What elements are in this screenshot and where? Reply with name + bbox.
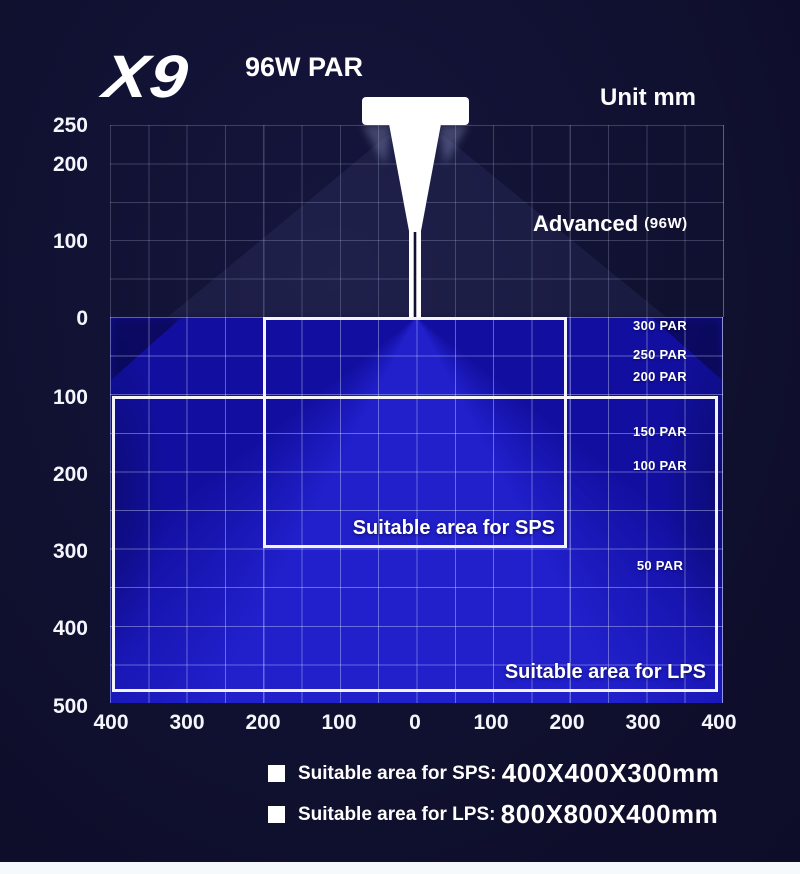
par-level-label: 150 PAR bbox=[633, 424, 687, 440]
y-tick-label: 250 bbox=[52, 114, 88, 138]
y-tick-label: 0 bbox=[76, 307, 88, 330]
x-tick-label: 400 bbox=[701, 711, 737, 734]
x-tick-label: 300 bbox=[169, 711, 205, 734]
legend-square-icon bbox=[268, 806, 285, 823]
legend-item-lps: Suitable area for LPS: 800X800X400mm bbox=[268, 799, 718, 830]
legend-label: Suitable area for LPS: bbox=[298, 803, 501, 825]
fixture-mode-label: Advanced (96W) bbox=[533, 211, 688, 237]
x-tick-label: 200 bbox=[245, 711, 281, 734]
y-tick-label: 500 bbox=[52, 694, 88, 718]
x-tick-label: 100 bbox=[321, 711, 357, 734]
grid-below-water bbox=[110, 317, 723, 703]
x-tick-label: 100 bbox=[473, 711, 509, 734]
fixture-watt-text: (96W) bbox=[644, 215, 688, 232]
par-level-label: 100 PAR bbox=[633, 458, 687, 474]
brand-logo: X9 bbox=[99, 43, 193, 110]
legend-square-icon bbox=[268, 765, 285, 782]
legend-value: 400X400X300mm bbox=[501, 758, 720, 788]
lps-zone-label: Suitable area for LPS bbox=[504, 661, 706, 684]
x-tick-label: 400 bbox=[93, 711, 129, 734]
lps-zone-box: Suitable area for LPS bbox=[112, 396, 718, 693]
y-tick-label: 300 bbox=[52, 540, 88, 564]
y-tick-label: 100 bbox=[52, 229, 88, 253]
y-tick-label: 400 bbox=[52, 617, 88, 641]
legend-item-sps: Suitable area for SPS: 400X400X300mm bbox=[268, 758, 719, 789]
par-level-label: 300 PAR bbox=[633, 317, 687, 333]
x-tick-label: 200 bbox=[549, 711, 585, 734]
model-power-label: 96W PAR bbox=[245, 52, 364, 82]
sps-zone-box: Suitable area for SPS bbox=[263, 317, 567, 549]
x-tick-label: 0 bbox=[409, 711, 421, 734]
y-tick-label: 200 bbox=[52, 152, 88, 176]
y-tick-label: 100 bbox=[52, 386, 88, 410]
legend-value: 800X800X400mm bbox=[500, 799, 719, 829]
sps-zone-label: Suitable area for SPS bbox=[352, 517, 555, 540]
y-tick-label: 200 bbox=[52, 463, 88, 487]
fixture-mode-text: Advanced bbox=[533, 211, 639, 236]
par-level-label: 250 PAR bbox=[633, 347, 687, 362]
par-level-label: 200 PAR bbox=[633, 369, 687, 385]
x-tick-label: 300 bbox=[625, 711, 661, 734]
bottom-strip bbox=[0, 862, 800, 874]
legend-label: Suitable area for SPS: bbox=[298, 762, 502, 784]
water-area bbox=[110, 317, 723, 703]
unit-label: Unit mm bbox=[600, 84, 696, 111]
par-level-label: 50 PAR bbox=[636, 558, 684, 574]
lamp-fixture-icon bbox=[362, 97, 469, 321]
